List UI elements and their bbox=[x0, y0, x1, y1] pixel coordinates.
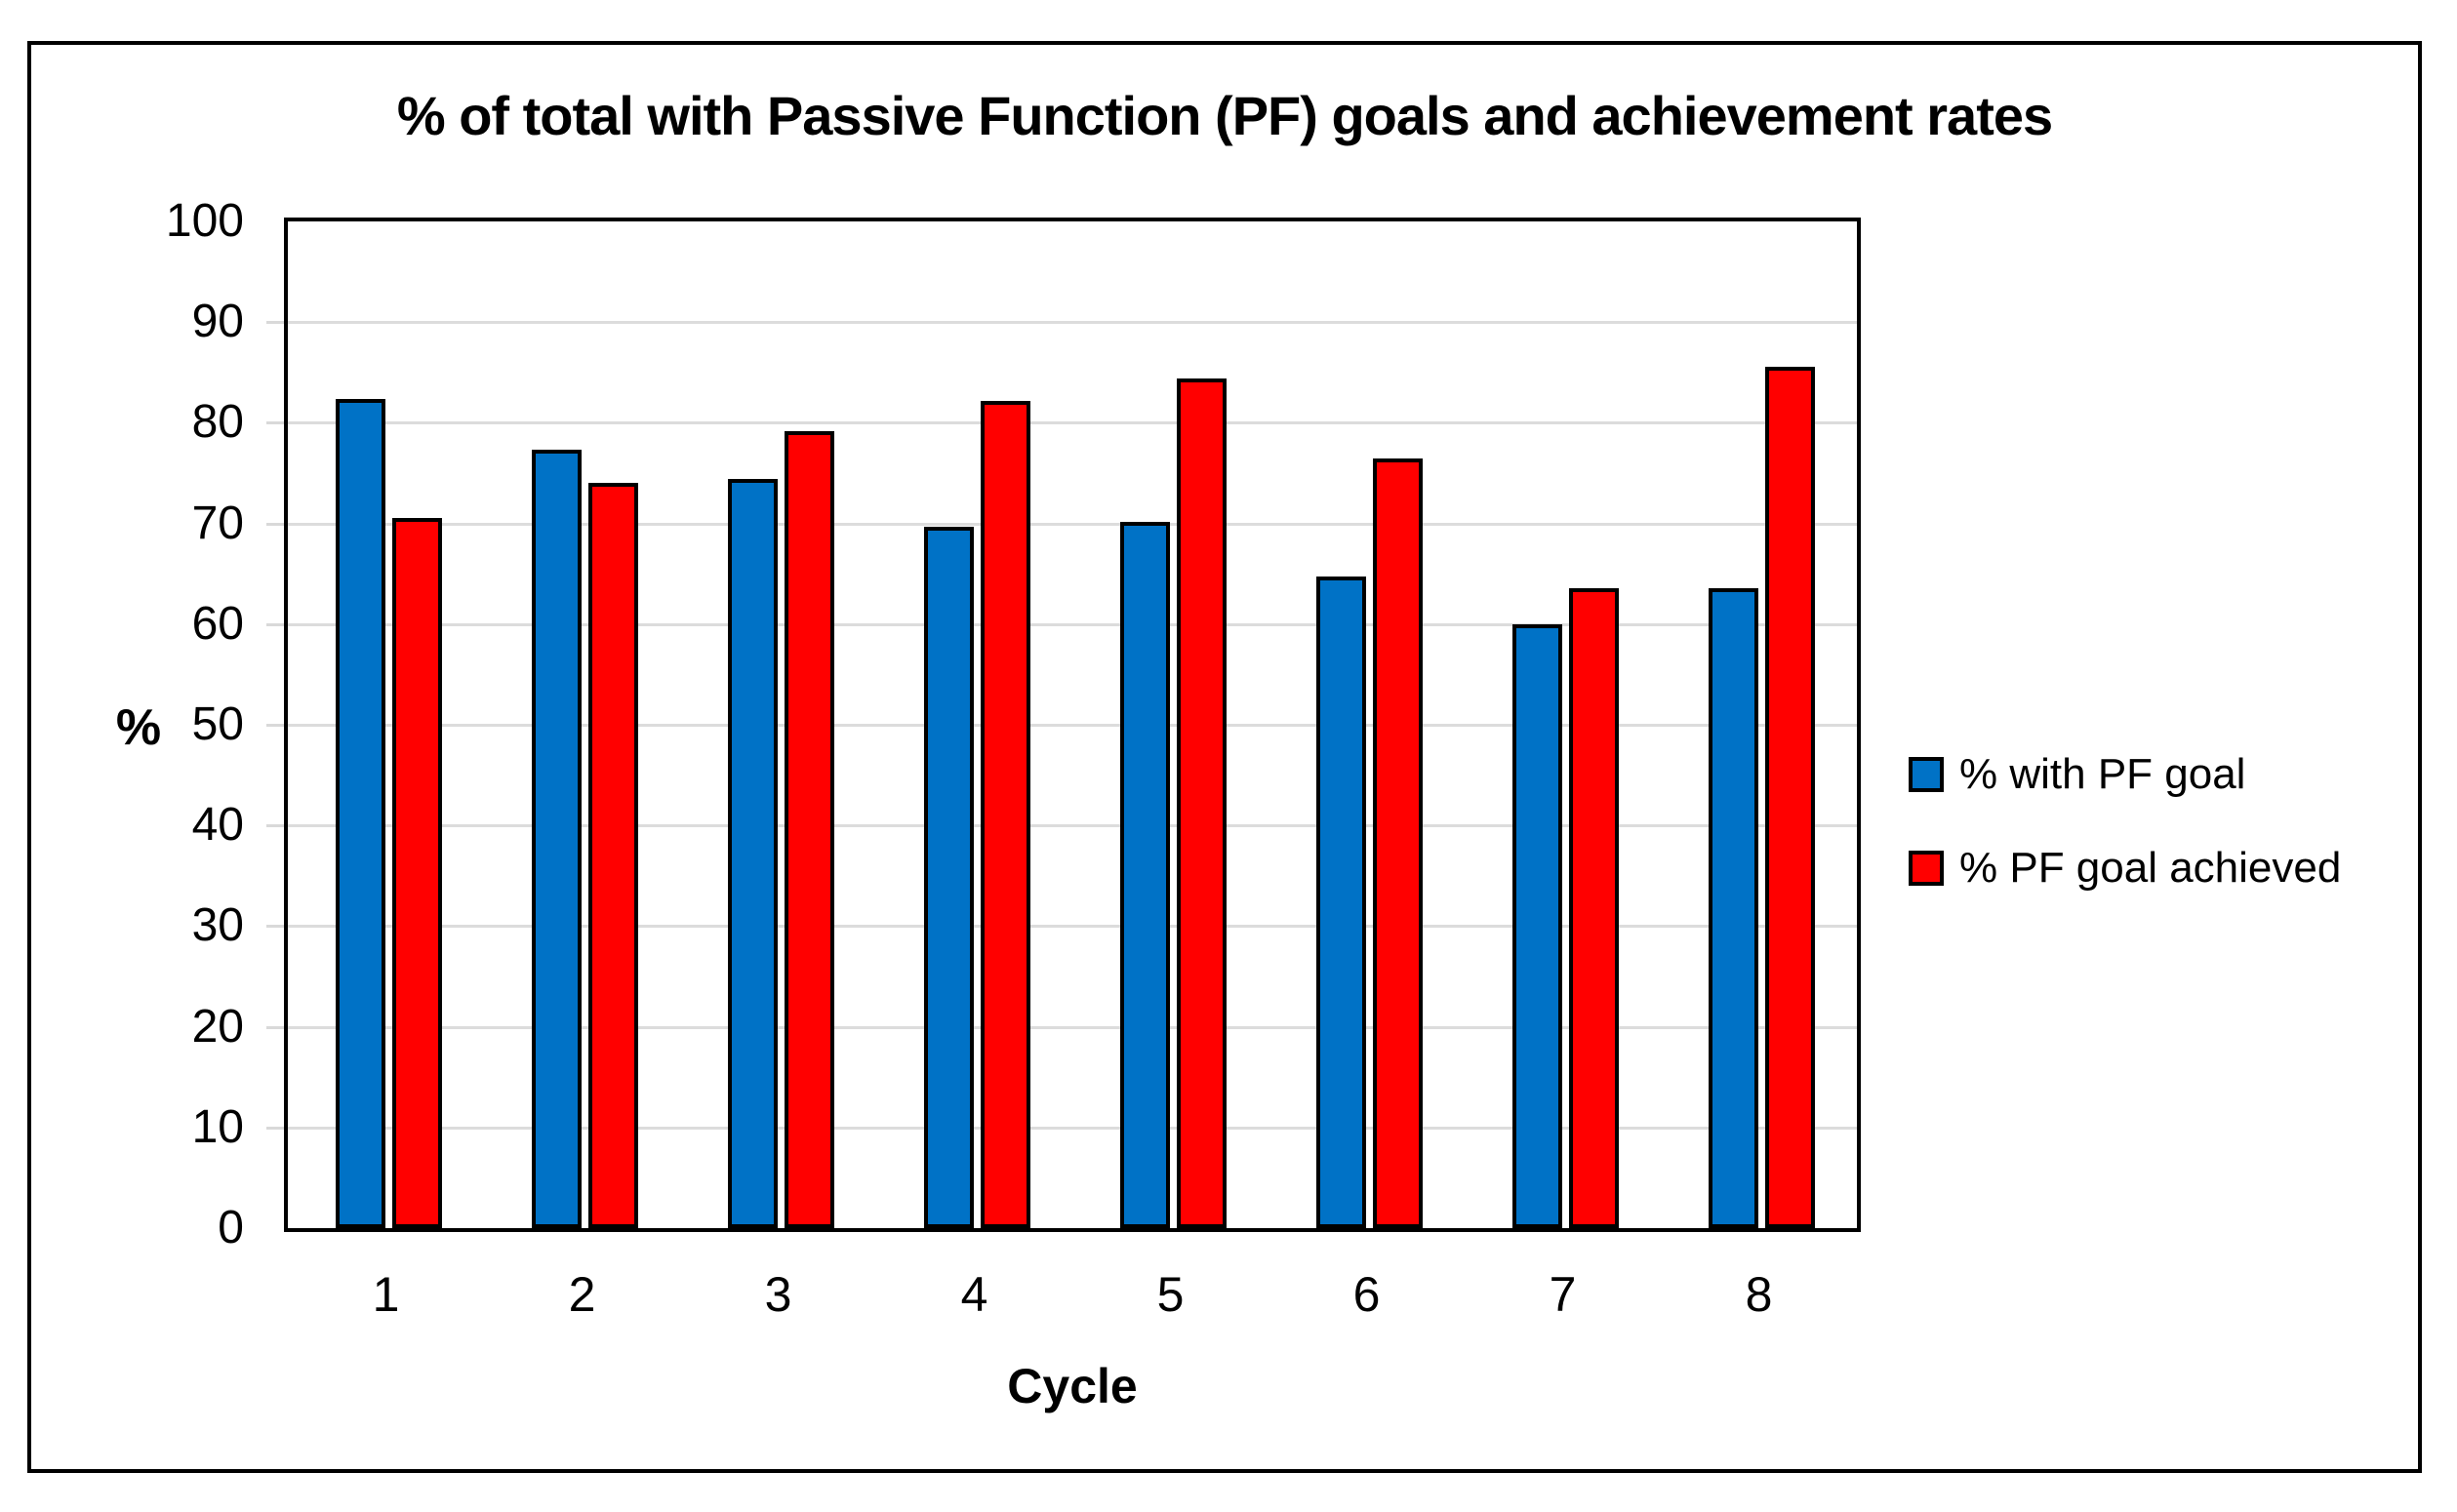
y-tick-mark-80 bbox=[266, 421, 284, 425]
bar-series0-cycle-3 bbox=[727, 479, 778, 1228]
y-tick-label-80: 80 bbox=[191, 396, 244, 449]
legend-item-pf-goal: % with PF goal bbox=[1909, 751, 2245, 798]
bar-series1-cycle-7 bbox=[1568, 587, 1619, 1228]
legend-swatch-red bbox=[1909, 851, 1944, 886]
gridline-30 bbox=[288, 925, 1857, 929]
y-tick-label-30: 30 bbox=[191, 899, 244, 952]
gridline-50 bbox=[288, 724, 1857, 727]
bar-series0-cycle-8 bbox=[1708, 587, 1758, 1228]
legend-label-pf-goal: % with PF goal bbox=[1959, 750, 2246, 798]
x-tick-label-3: 3 bbox=[764, 1267, 792, 1322]
bar-series1-cycle-3 bbox=[784, 430, 834, 1228]
y-tick-label-90: 90 bbox=[191, 296, 244, 348]
legend-swatch-blue bbox=[1909, 757, 1944, 792]
y-tick-label-50: 50 bbox=[191, 698, 244, 750]
bar-series1-cycle-8 bbox=[1764, 366, 1815, 1228]
bar-series1-cycle-6 bbox=[1372, 458, 1423, 1228]
bar-series1-cycle-5 bbox=[1176, 378, 1227, 1228]
gridline-40 bbox=[288, 824, 1857, 828]
y-tick-label-100: 100 bbox=[165, 195, 244, 247]
y-tick-label-40: 40 bbox=[191, 799, 244, 852]
y-tick-mark-10 bbox=[266, 1126, 284, 1130]
bar-series1-cycle-2 bbox=[587, 483, 638, 1228]
bar-series0-cycle-2 bbox=[531, 450, 582, 1228]
bar-series0-cycle-6 bbox=[1315, 577, 1366, 1228]
y-tick-mark-50 bbox=[266, 724, 284, 727]
bar-series0-cycle-5 bbox=[1119, 521, 1170, 1228]
y-tick-label-0: 0 bbox=[218, 1202, 244, 1253]
bar-series0-cycle-4 bbox=[923, 526, 974, 1228]
y-tick-mark-30 bbox=[266, 925, 284, 929]
y-tick-label-70: 70 bbox=[191, 497, 244, 549]
gridline-10 bbox=[288, 1126, 1857, 1130]
x-tick-label-1: 1 bbox=[372, 1267, 400, 1322]
x-tick-label-5: 5 bbox=[1156, 1267, 1185, 1322]
y-tick-mark-70 bbox=[266, 522, 284, 526]
gridline-90 bbox=[288, 321, 1857, 325]
bar-series1-cycle-4 bbox=[980, 400, 1030, 1228]
y-tick-mark-90 bbox=[266, 321, 284, 325]
y-tick-mark-60 bbox=[266, 622, 284, 626]
x-tick-label-6: 6 bbox=[1352, 1267, 1381, 1322]
y-tick-label-10: 10 bbox=[191, 1100, 244, 1153]
x-axis-title: Cycle bbox=[1007, 1359, 1138, 1413]
x-tick-label-4: 4 bbox=[960, 1267, 988, 1322]
gridline-70 bbox=[288, 522, 1857, 526]
gridline-60 bbox=[288, 622, 1857, 626]
legend-label-pf-achieved: % PF goal achieved bbox=[1959, 844, 2342, 892]
y-tick-mark-40 bbox=[266, 824, 284, 828]
y-tick-label-60: 60 bbox=[191, 597, 244, 650]
bar-series1-cycle-1 bbox=[391, 518, 442, 1228]
x-tick-label-8: 8 bbox=[1745, 1267, 1773, 1322]
legend-item-pf-achieved: % PF goal achieved bbox=[1909, 845, 2341, 892]
x-tick-label-7: 7 bbox=[1549, 1267, 1577, 1322]
y-axis-title: % bbox=[115, 699, 162, 756]
gridline-20 bbox=[288, 1025, 1857, 1029]
y-tick-label-20: 20 bbox=[191, 1000, 244, 1053]
bar-series0-cycle-7 bbox=[1511, 623, 1562, 1228]
x-tick-label-2: 2 bbox=[568, 1267, 596, 1322]
bar-series0-cycle-1 bbox=[335, 398, 385, 1228]
chart-title: % of total with Passive Function (PF) go… bbox=[396, 85, 2053, 146]
gridline-80 bbox=[288, 421, 1857, 425]
y-tick-mark-20 bbox=[266, 1025, 284, 1029]
plot-area bbox=[266, 218, 1861, 1232]
